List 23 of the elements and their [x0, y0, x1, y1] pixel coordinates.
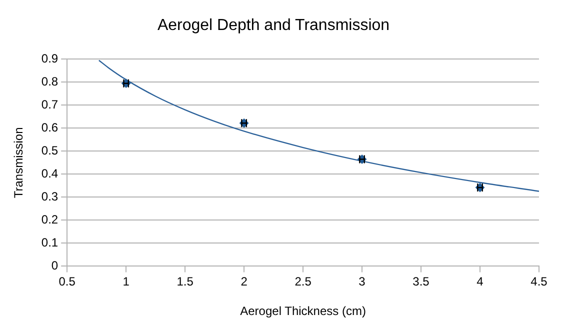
line-series	[98, 60, 539, 192]
y-tick-label: 0.4	[41, 166, 58, 181]
y-tick-label: 0.1	[41, 236, 58, 250]
y-tick-label: 0.6	[41, 120, 58, 135]
x-tick-label: 3	[358, 274, 366, 289]
chart-title: Aerogel Depth and Transmission	[157, 17, 390, 34]
x-tick-label: 1.5	[176, 274, 194, 289]
y-tick-label: 0.5	[41, 144, 58, 158]
y-tick-label: 0.2	[41, 212, 58, 227]
y-tick-label: 0	[51, 258, 58, 273]
y-tick-label: 0.3	[41, 190, 58, 204]
x-axis-title: Aerogel Thickness (cm)	[240, 304, 366, 318]
x-tick-label: 4	[476, 274, 484, 289]
x-tick-label: 2	[240, 274, 248, 289]
x-tick-label: 2.5	[294, 274, 312, 289]
y-tick-label: 0.7	[41, 98, 58, 112]
x-tick-label: 0.5	[58, 274, 76, 289]
x-tick-label: 4.5	[530, 274, 548, 289]
y-tick-label: 0.8	[41, 74, 58, 89]
x-tick-label: 3.5	[412, 274, 430, 289]
x-tick-label: 1	[122, 274, 130, 289]
y-tick-label: 0.9	[41, 52, 58, 66]
y-axis-title: Transmission	[12, 127, 26, 198]
